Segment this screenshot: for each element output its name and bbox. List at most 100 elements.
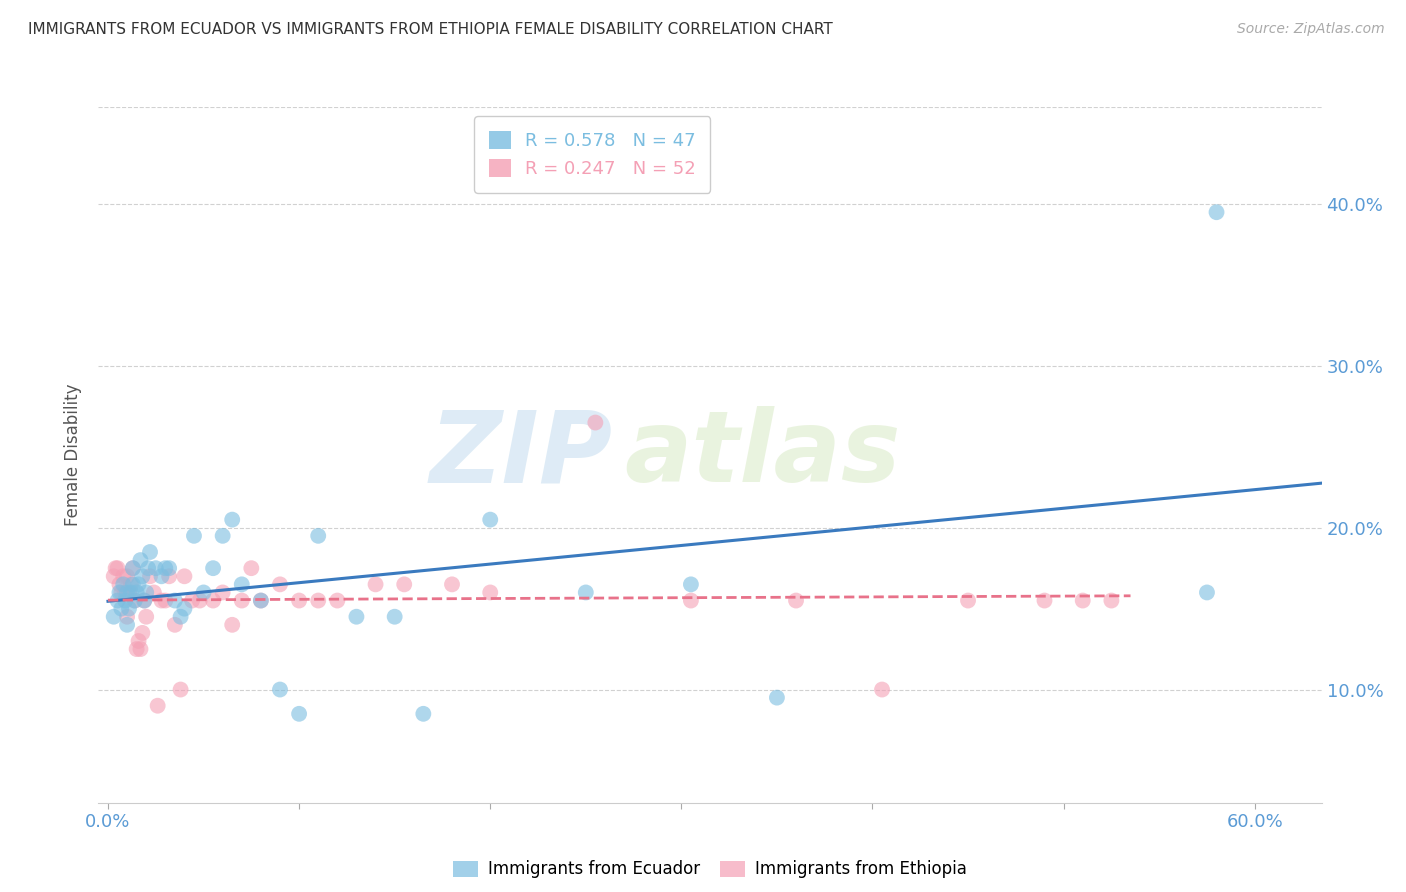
Point [139, 569, 162, 583]
Point [131, 569, 153, 583]
Point [384, 609, 406, 624]
Point [118, 585, 141, 599]
Point [392, 577, 416, 591]
Point [1195, 585, 1218, 599]
Point [129, 642, 152, 657]
Point [139, 545, 162, 559]
Y-axis label: Female Disability: Female Disability [65, 384, 83, 526]
Point [1205, 205, 1227, 219]
Point [135, 609, 157, 624]
Point [150, 569, 173, 583]
Point [121, 561, 143, 575]
Point [103, 609, 125, 624]
Point [211, 585, 233, 599]
Point [112, 569, 135, 583]
Text: atlas: atlas [624, 407, 901, 503]
Point [679, 593, 702, 607]
Point [120, 585, 142, 599]
Point [479, 513, 502, 527]
Point [134, 593, 156, 607]
Point [346, 609, 368, 624]
Point [129, 553, 152, 567]
Point [108, 577, 131, 591]
Point [231, 593, 253, 607]
Point [211, 529, 233, 543]
Point [157, 569, 180, 583]
Point [115, 569, 138, 583]
Point [575, 585, 598, 599]
Point [125, 585, 148, 599]
Point [142, 585, 165, 599]
Point [108, 585, 131, 599]
Point [115, 585, 138, 599]
Point [169, 682, 191, 697]
Point [124, 593, 146, 607]
Point [202, 593, 225, 607]
Point [146, 698, 169, 713]
Point [112, 577, 135, 591]
Point [104, 561, 127, 575]
Point [103, 569, 125, 583]
Point [679, 577, 702, 591]
Point [221, 617, 243, 632]
Point [163, 593, 186, 607]
Point [163, 617, 186, 632]
Point [110, 585, 132, 599]
Point [1099, 593, 1122, 607]
Point [307, 529, 329, 543]
Point [124, 593, 146, 607]
Point [118, 601, 141, 615]
Point [183, 529, 205, 543]
Point [131, 626, 153, 640]
Point [114, 585, 136, 599]
Point [173, 601, 195, 615]
Point [202, 561, 225, 575]
Point [479, 585, 502, 599]
Point [169, 609, 191, 624]
Point [128, 577, 150, 591]
Point [870, 682, 893, 697]
Point [136, 561, 159, 575]
Point [288, 706, 311, 721]
Point [269, 577, 291, 591]
Text: ZIP: ZIP [429, 407, 612, 503]
Point [107, 593, 129, 607]
Point [135, 585, 157, 599]
Point [115, 617, 138, 632]
Point [157, 561, 180, 575]
Point [231, 577, 253, 591]
Text: IMMIGRANTS FROM ECUADOR VS IMMIGRANTS FROM ETHIOPIA FEMALE DISABILITY CORRELATIO: IMMIGRANTS FROM ECUADOR VS IMMIGRANTS FR… [28, 22, 832, 37]
Point [145, 561, 167, 575]
Point [173, 569, 195, 583]
Point [583, 416, 606, 430]
Point [150, 593, 173, 607]
Point [1071, 593, 1094, 607]
Point [766, 690, 789, 705]
Point [221, 513, 243, 527]
Point [107, 561, 129, 575]
Point [193, 585, 215, 599]
Point [121, 577, 143, 591]
Point [240, 561, 263, 575]
Point [188, 593, 211, 607]
Point [155, 593, 177, 607]
Point [110, 601, 132, 615]
Point [250, 593, 273, 607]
Point [114, 593, 136, 607]
Point [412, 706, 434, 721]
Point [155, 561, 177, 575]
Point [250, 593, 273, 607]
Point [134, 593, 156, 607]
Point [181, 593, 204, 607]
Point [120, 577, 142, 591]
Text: Source: ZipAtlas.com: Source: ZipAtlas.com [1237, 22, 1385, 37]
Point [125, 642, 148, 657]
Legend: Immigrants from Ecuador, Immigrants from Ethiopia: Immigrants from Ecuador, Immigrants from… [446, 854, 974, 885]
Point [1033, 593, 1056, 607]
Point [269, 682, 291, 697]
Point [440, 577, 463, 591]
Point [121, 561, 143, 575]
Point [288, 593, 311, 607]
Point [785, 593, 807, 607]
Point [364, 577, 387, 591]
